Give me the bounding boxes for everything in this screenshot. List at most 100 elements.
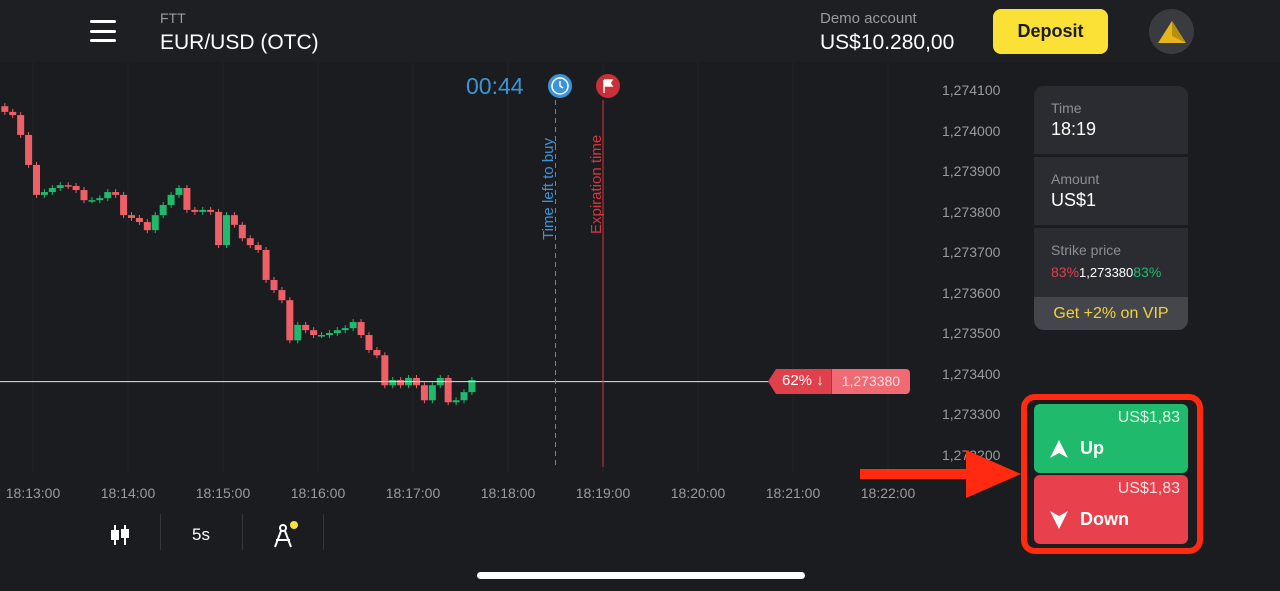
candle [120,194,128,216]
candle [80,190,88,201]
current-price: 1,273380 [831,369,911,394]
candle [88,200,96,202]
divider [323,514,324,550]
interval-button[interactable]: 5s [192,525,210,544]
arrow-down-icon [1050,511,1068,529]
x-tick-label: 18:14:00 [100,485,156,501]
time-value: 18:19 [1051,119,1097,139]
candle [183,188,191,210]
candle [444,377,452,403]
candle [468,379,476,393]
candle [381,355,389,386]
candle [428,385,436,401]
drawing-tools-icon [274,521,298,548]
divider [160,514,161,550]
y-tick-label: 1,273800 [942,203,1001,220]
candle [341,328,349,331]
candle [357,322,365,336]
time-left-timer: 00:44 [466,73,524,99]
y-tick-label: 1,273600 [942,284,1001,301]
candle [25,134,33,165]
candle [56,185,64,189]
time-left-label: Time left to buy [540,138,557,240]
up-payout: US$1,83 [1117,409,1180,426]
candle [270,279,278,291]
candle [452,400,460,403]
candle [1,106,9,112]
candle [64,185,72,187]
price-chart[interactable] [0,62,1020,472]
y-tick-label: 1,273900 [942,163,1001,179]
candlestick-icon [111,525,129,545]
x-tick-label: 18:17:00 [385,485,441,501]
candle [349,322,357,329]
candle [460,392,468,401]
expiration-label: Expiration time [588,134,605,234]
candle [238,224,246,239]
candle [48,188,56,193]
down-button[interactable]: US$1,83 Down [1034,475,1188,544]
strike-value: 1,273380 [1079,265,1134,280]
asset-selector[interactable]: EUR/USD (OTC) [160,31,319,54]
gold-triangle-icon [1157,20,1186,43]
candle [397,379,405,386]
time-label: Time [1051,100,1082,116]
strike-up-pct: 83% [1133,264,1162,280]
current-sentiment: 62% ↓ [768,369,832,394]
candle [420,385,428,401]
candle [167,194,175,206]
arrow-up-icon [1050,440,1068,458]
x-tick-label: 18:21:00 [765,485,821,501]
candle [17,115,25,135]
platform-label: FTT [160,10,186,26]
chart-type-button[interactable] [100,517,140,553]
down-payout: US$1,83 [1117,480,1180,497]
x-tick-label: 18:22:00 [860,485,916,501]
candle [278,290,286,301]
candle [246,238,254,246]
candle [143,222,151,231]
home-indicator[interactable] [477,572,805,579]
candle [40,192,48,195]
y-tick-label: 1,274100 [942,82,1001,98]
candle [373,350,381,356]
drawing-tools-button[interactable] [265,517,305,553]
candle [135,217,143,223]
amount-field[interactable]: Amount US$1 [1034,157,1188,225]
candle [310,330,318,336]
strike-down-pct: 83% [1051,264,1080,280]
candle [33,164,40,195]
y-tick-label: 1,273300 [942,406,1001,422]
account-type[interactable]: Demo account [820,10,917,27]
y-tick-label: 1,274000 [942,122,1001,139]
candle [159,205,167,216]
candle [72,185,80,191]
x-tick-label: 18:20:00 [670,485,726,501]
highlight-outline [1021,394,1203,554]
y-tick-label: 1,273400 [942,365,1001,382]
up-label: Up [1080,438,1104,458]
candle [207,209,215,212]
flag-icon [594,72,622,100]
time-field[interactable]: Time 18:19 [1034,86,1188,154]
up-button[interactable]: US$1,83 Up [1034,404,1188,473]
deposit-button[interactable]: Deposit [993,9,1108,54]
x-tick-label: 18:18:00 [480,485,536,501]
avatar[interactable] [1149,9,1194,54]
candle [302,324,310,331]
account-balance[interactable]: US$10.280,00 [820,31,955,54]
x-tick-label: 18:16:00 [290,485,346,501]
candle [318,335,325,337]
strike-price-field[interactable]: Strike price 83%1,27338083% [1034,228,1188,297]
candle [365,335,373,351]
top-bar: FTT EUR/USD (OTC) Demo account US$10.280… [0,0,1280,62]
x-tick-label: 18:13:00 [5,485,61,501]
clock-icon [546,72,574,100]
candle [389,379,397,386]
vip-promo-link[interactable]: Get +2% on VIP [1034,297,1188,330]
candle [223,215,230,246]
candle [254,245,262,250]
candle [175,188,183,195]
candle [215,211,223,246]
hamburger-icon[interactable] [90,20,116,42]
